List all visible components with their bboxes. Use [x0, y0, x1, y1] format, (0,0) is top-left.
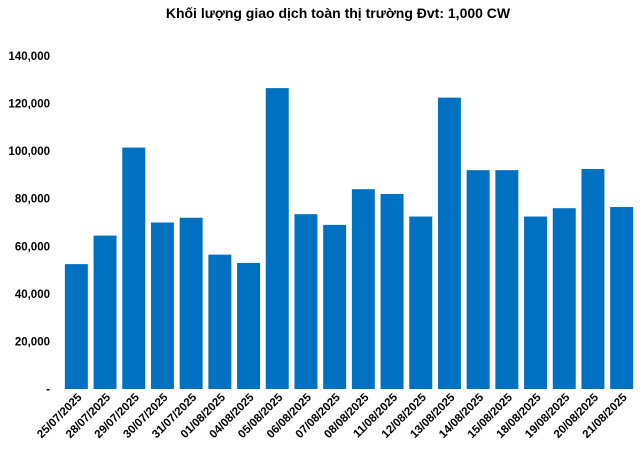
- bar: [122, 147, 146, 389]
- x-axis: 25/07/202528/07/202529/07/202530/07/2025…: [35, 391, 630, 441]
- y-tick-label: -: [46, 384, 50, 396]
- y-tick-label: 20,000: [15, 336, 50, 348]
- bars-group: [64, 88, 634, 389]
- bar: [380, 193, 404, 389]
- bar: [93, 235, 117, 389]
- y-tick-label: 100,000: [8, 146, 50, 158]
- bar: [495, 170, 519, 389]
- y-tick-label: 120,000: [8, 99, 50, 111]
- bar: [437, 97, 461, 389]
- y-tick-label: 40,000: [15, 289, 50, 301]
- bar: [179, 217, 203, 389]
- bar: [466, 170, 490, 389]
- bar: [208, 254, 232, 389]
- bar: [237, 262, 261, 389]
- bar: [524, 216, 548, 389]
- y-tick-label: 140,000: [8, 51, 50, 63]
- bar: [581, 168, 605, 389]
- bar: [409, 216, 433, 389]
- bar: [150, 222, 174, 389]
- bar: [294, 214, 318, 389]
- bar: [552, 208, 576, 389]
- bar: [265, 88, 289, 389]
- bar: [323, 224, 347, 389]
- y-axis: - 20,000 40,000 60,000 80,000 100,000 120,000 1…: [8, 51, 50, 396]
- y-tick-label: 60,000: [15, 241, 50, 253]
- y-tick-label: 80,000: [15, 194, 50, 206]
- bar: [351, 189, 375, 389]
- chart-title: Khối lượng giao dịch toàn thị trường Đvt…: [166, 5, 511, 21]
- bar: [64, 264, 88, 389]
- bar: [610, 207, 634, 389]
